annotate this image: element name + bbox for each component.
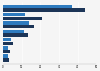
Bar: [3, 50, 10, 53]
Bar: [3, 13, 25, 16]
Bar: [3, 30, 24, 33]
Bar: [3, 25, 34, 28]
Bar: [3, 33, 28, 37]
Bar: [3, 58, 9, 62]
Bar: [3, 21, 29, 25]
Bar: [3, 54, 8, 58]
Bar: [3, 17, 42, 20]
Bar: [3, 42, 13, 45]
Bar: [3, 5, 72, 8]
Bar: [3, 8, 85, 12]
Bar: [3, 38, 11, 41]
Bar: [3, 46, 8, 50]
